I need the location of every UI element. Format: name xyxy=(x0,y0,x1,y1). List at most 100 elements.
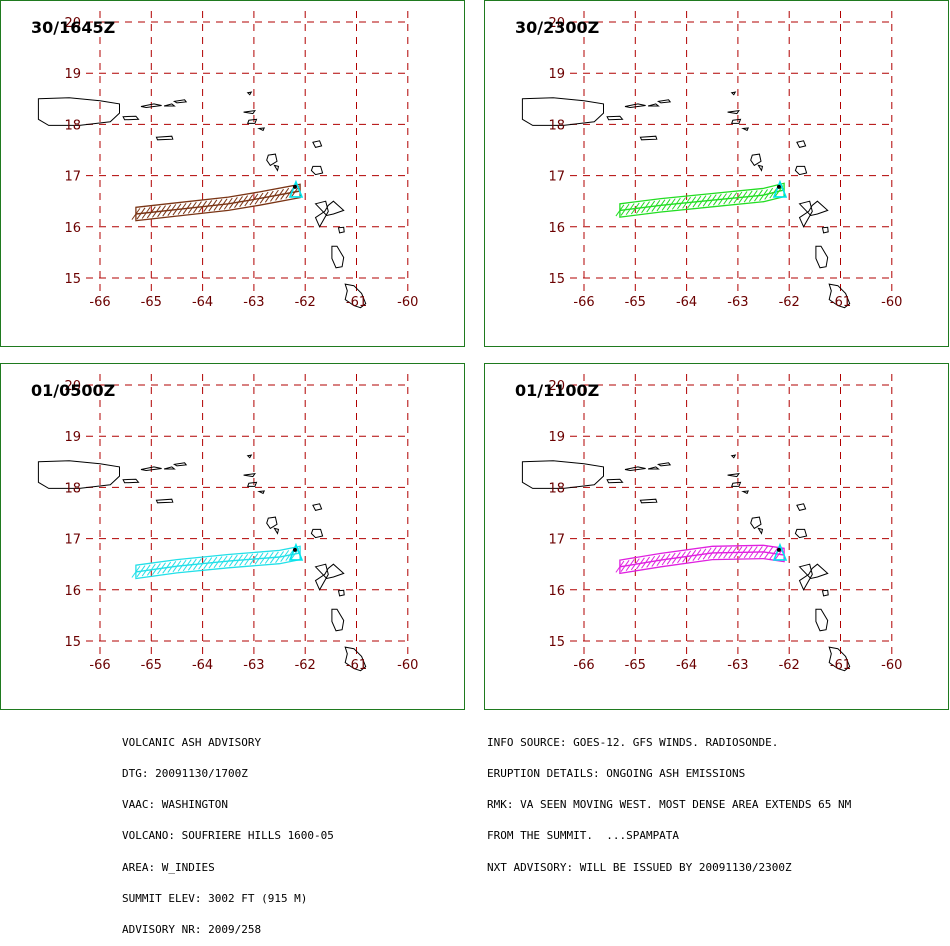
coastline xyxy=(796,140,807,148)
advisory-line: RMK: VA SEEN MOVING WEST. MOST DENSE ARE… xyxy=(487,798,852,812)
lat-tick-label: 20 xyxy=(548,16,565,31)
lat-tick-label: 16 xyxy=(548,584,565,599)
coastline xyxy=(639,135,658,141)
lon-tick-label: -63 xyxy=(243,658,264,673)
lon-tick-label: -61 xyxy=(830,295,851,310)
map-panel-2: -66 -65 -64 -63 -62 -61 -60 20 19 18 17 16 15 30/230… xyxy=(484,0,949,347)
coastline xyxy=(757,527,764,535)
coastline xyxy=(163,466,176,470)
lon-tick-label: -60 xyxy=(397,658,418,673)
lat-tick-label: 20 xyxy=(64,16,81,31)
map-canvas: -66 -65 -64 -63 -62 -61 -60 20 19 18 17 16 15 xyxy=(37,11,418,310)
coastline xyxy=(246,454,253,459)
coastline xyxy=(741,127,750,132)
advisory-line: AREA: W_INDIES xyxy=(122,860,215,874)
coastline xyxy=(606,478,624,484)
coastline xyxy=(639,498,658,504)
coastline xyxy=(624,103,646,109)
coastline xyxy=(243,109,256,115)
lat-tick-label: 15 xyxy=(548,272,565,287)
lat-tick-label: 19 xyxy=(64,430,81,445)
coastline xyxy=(37,97,120,126)
ash-plume-axis xyxy=(135,552,301,573)
lon-tick-label: -62 xyxy=(295,658,316,673)
coastline xyxy=(730,454,737,459)
lat-tick-label: 17 xyxy=(64,533,81,548)
lon-tick-label: -60 xyxy=(397,295,418,310)
coastline xyxy=(828,283,851,309)
coastline xyxy=(37,460,120,489)
lat-tick-label: 19 xyxy=(548,430,565,445)
lon-tick-label: -60 xyxy=(881,295,902,310)
coastline xyxy=(757,164,764,172)
coastline xyxy=(656,99,672,104)
coastline xyxy=(331,608,345,632)
coastline xyxy=(656,462,672,467)
coastline xyxy=(331,245,345,269)
coastline xyxy=(310,528,324,539)
advisory-line: NXT ADVISORY: WILL BE ISSUED BY 20091130… xyxy=(487,860,792,874)
coastline xyxy=(140,103,162,109)
coastline xyxy=(624,466,646,472)
lon-tick-label: -62 xyxy=(779,295,800,310)
coastline xyxy=(798,200,829,228)
coastline xyxy=(828,646,851,672)
lon-tick-label: -65 xyxy=(141,295,162,310)
coastline xyxy=(312,503,323,511)
lon-tick-label: -66 xyxy=(573,295,594,310)
advisory-line: ERUPTION DETAILS: ONGOING ASH EMISSIONS xyxy=(487,767,746,781)
coastline xyxy=(815,608,829,632)
coastline xyxy=(730,91,737,96)
volcano-vent-icon xyxy=(772,542,788,561)
map-canvas: -66 -65 -64 -63 -62 -61 -60 20 19 18 17 16 15 xyxy=(37,374,418,673)
volcano-summit-dot xyxy=(776,184,781,189)
lon-tick-label: -61 xyxy=(346,658,367,673)
coastline xyxy=(750,153,762,167)
lat-tick-label: 18 xyxy=(548,118,565,133)
lon-tick-label: -64 xyxy=(192,658,213,673)
advisory-line: VOLCANIC ASH ADVISORY xyxy=(122,735,262,749)
lon-tick-label: -63 xyxy=(727,295,748,310)
coastline xyxy=(521,97,604,126)
lon-tick-label: -61 xyxy=(830,658,851,673)
coastline xyxy=(815,245,829,269)
coastline xyxy=(730,118,742,124)
advisory-text-left: VOLCANIC ASH ADVISORY DTG: 20091130/1700… xyxy=(122,717,334,946)
lat-tick-label: 15 xyxy=(64,272,81,287)
lon-tick-label: -66 xyxy=(89,658,110,673)
coastline xyxy=(122,478,140,484)
coastline xyxy=(647,103,660,107)
lat-tick-label: 18 xyxy=(64,118,81,133)
lat-tick-label: 19 xyxy=(64,67,81,82)
ash-plume-axis xyxy=(619,551,785,568)
ash-plume-outline xyxy=(619,544,785,575)
map-panel-3: -66 -65 -64 -63 -62 -61 -60 20 19 18 17 16 15 01/050… xyxy=(0,363,465,710)
advisory-line: VAAC: WASHINGTON xyxy=(122,798,228,812)
coastline xyxy=(155,135,174,141)
volcano-vent-icon xyxy=(772,179,788,198)
map-canvas: -66 -65 -64 -63 -62 -61 -60 20 19 18 17 16 15 xyxy=(521,11,902,310)
lon-tick-label: -61 xyxy=(346,295,367,310)
map-panel-4: -66 -65 -64 -63 -62 -61 -60 20 19 18 17 16 15 01/110… xyxy=(484,363,949,710)
lat-tick-label: 17 xyxy=(64,170,81,185)
volcano-summit-dot xyxy=(292,547,297,552)
lon-tick-label: -64 xyxy=(192,295,213,310)
lat-tick-label: 16 xyxy=(64,221,81,236)
coastline xyxy=(266,516,278,530)
coastline xyxy=(273,527,280,535)
lat-tick-label: 19 xyxy=(548,67,565,82)
lon-tick-label: -63 xyxy=(243,295,264,310)
map-panel-1: -66 -65 -64 -63 -62 -61 -60 20 19 18 17 16 15 30/164… xyxy=(0,0,465,347)
lon-tick-label: -64 xyxy=(676,658,697,673)
coastline xyxy=(344,646,367,672)
coastline xyxy=(821,226,829,234)
lat-tick-label: 15 xyxy=(64,635,81,650)
coastline xyxy=(266,153,278,167)
lat-tick-label: 20 xyxy=(548,379,565,394)
lat-tick-label: 16 xyxy=(64,584,81,599)
coastline xyxy=(337,589,345,597)
lon-tick-label: -64 xyxy=(676,295,697,310)
coastline xyxy=(257,127,266,132)
ash-plume-axis xyxy=(135,190,301,215)
advisory-line: INFO SOURCE: GOES-12. GFS WINDS. RADIOSO… xyxy=(487,735,779,749)
